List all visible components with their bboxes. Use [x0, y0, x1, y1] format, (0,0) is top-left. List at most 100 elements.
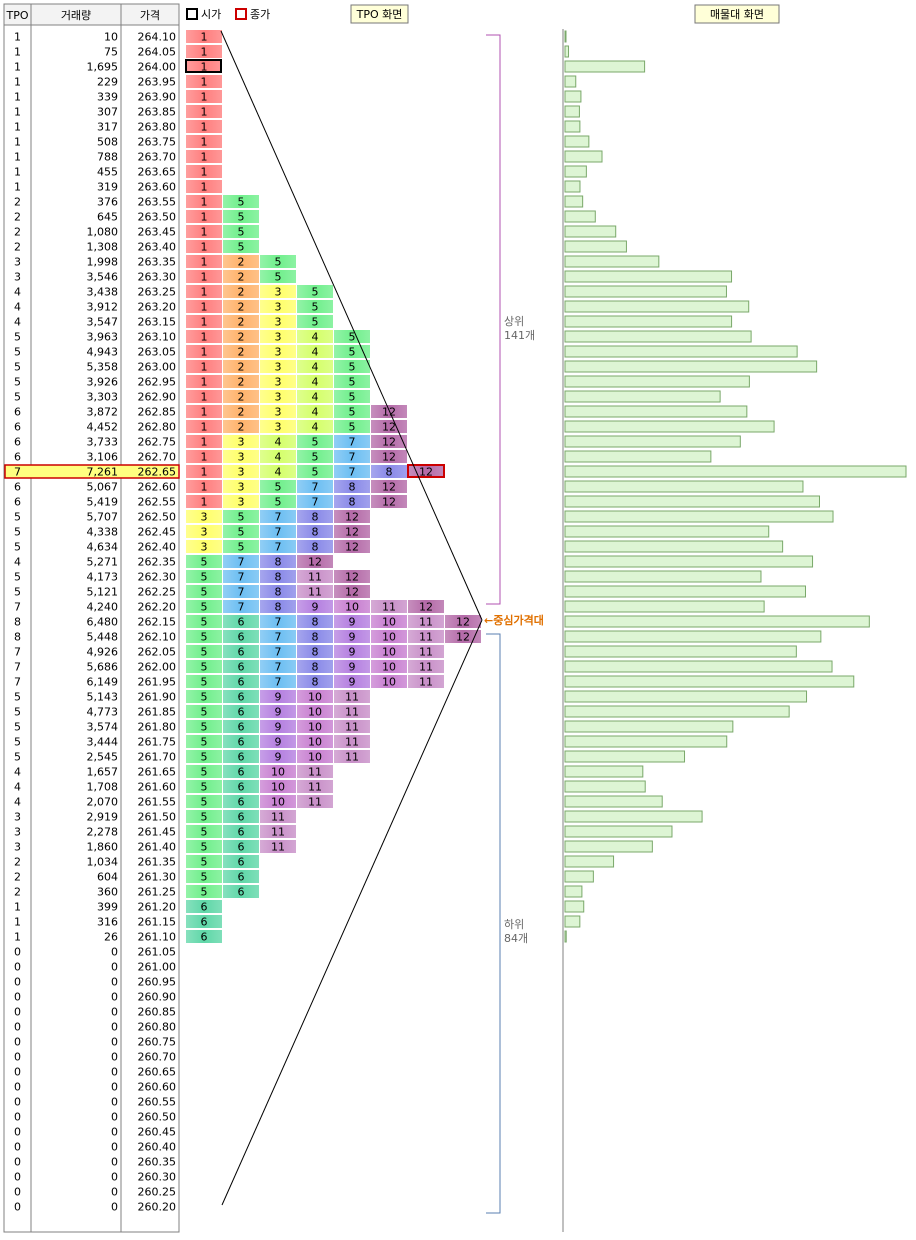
- tpo-cell: [186, 30, 222, 43]
- tpo-cell-label: 1: [201, 421, 208, 434]
- lower-range-count: 84개: [504, 932, 528, 945]
- tpo-cell: [297, 795, 333, 808]
- tpo-cell-label: 8: [312, 631, 319, 644]
- volume-cell: 399: [97, 901, 118, 914]
- price-cell: 261.60: [138, 781, 177, 794]
- tpo-cell-label: 4: [312, 331, 319, 344]
- tpo-cell: [223, 240, 259, 253]
- price-cell: 264.10: [138, 31, 177, 44]
- tpo-cell-label: 5: [201, 781, 208, 794]
- price-cell: 260.55: [138, 1096, 177, 1109]
- volume-cell: 0: [111, 1006, 118, 1019]
- tpo-cell-label: 12: [345, 571, 359, 584]
- tpo-cell: [334, 540, 370, 553]
- tpo-count-cell: 6: [14, 436, 21, 449]
- tpo-cell: [334, 705, 370, 718]
- tpo-cell: [334, 720, 370, 733]
- tpo-cell: [186, 420, 222, 433]
- tpo-cell: [186, 480, 222, 493]
- tpo-cell: [260, 600, 296, 613]
- tpo-cell-label: 4: [275, 436, 282, 449]
- volume-bar: [564, 225, 617, 238]
- volume-cell: 1,080: [87, 226, 119, 239]
- price-cell: 262.05: [138, 646, 177, 659]
- tpo-cell: [334, 615, 370, 628]
- tpo-cell-label: 6: [238, 856, 245, 869]
- price-cell: 263.65: [138, 166, 177, 179]
- tpo-count-cell: 7: [14, 661, 21, 674]
- tpo-cell-label: 3: [275, 316, 282, 329]
- tpo-cell: [297, 690, 333, 703]
- tpo-count-cell: 5: [14, 706, 21, 719]
- tpo-count-cell: 5: [14, 586, 21, 599]
- tpo-count-cell: 2: [14, 871, 21, 884]
- tpo-screen-button[interactable]: TPO 화면: [350, 4, 409, 24]
- tpo-count-cell: 0: [14, 1066, 21, 1079]
- tpo-cell: [297, 510, 333, 523]
- tpo-cell: [260, 450, 296, 463]
- tpo-cell-label: 5: [275, 481, 282, 494]
- tpo-cell-label: 2: [238, 376, 245, 389]
- tpo-cell: [297, 675, 333, 688]
- volume-cell: 0: [111, 1066, 118, 1079]
- volume-profile-screen-button-label: 매물대 화면: [710, 8, 764, 21]
- tpo-count-cell: 0: [14, 1126, 21, 1139]
- tpo-cell: [260, 555, 296, 568]
- tpo-cell: [260, 270, 296, 283]
- volume-profile-screen-button[interactable]: 매물대 화면: [694, 4, 780, 24]
- tpo-cell: [223, 345, 259, 358]
- tpo-cell: [408, 615, 444, 628]
- tpo-cell-label: 3: [238, 496, 245, 509]
- tpo-cell-label: 3: [275, 301, 282, 314]
- volume-cell: 0: [111, 976, 118, 989]
- tpo-cell: [186, 600, 222, 613]
- tpo-cell-label: 1: [201, 466, 208, 479]
- tpo-cell: [260, 570, 296, 583]
- tpo-count-cell: 5: [14, 541, 21, 554]
- tpo-count-cell: 5: [14, 391, 21, 404]
- tpo-cell: [186, 360, 222, 373]
- tpo-cell: [223, 510, 259, 523]
- tpo-cell-label: 1: [201, 31, 208, 44]
- tpo-cell-label: 6: [238, 766, 245, 779]
- volume-cell: 1,308: [87, 241, 119, 254]
- tpo-cell: [334, 630, 370, 643]
- open-marker-icon: [186, 8, 198, 20]
- volume-bar: [564, 90, 582, 103]
- volume-bar: [564, 750, 686, 763]
- tpo-cell: [408, 645, 444, 658]
- tpo-cell: [260, 690, 296, 703]
- tpo-count-cell: 1: [14, 166, 21, 179]
- tpo-cell: [371, 615, 407, 628]
- open-price-marker: [185, 59, 222, 73]
- tpo-cell-label: 6: [238, 661, 245, 674]
- tpo-cell-label: 11: [419, 631, 433, 644]
- price-cell: 261.65: [138, 766, 177, 779]
- tpo-cell: [186, 690, 222, 703]
- tpo-cell: [334, 330, 370, 343]
- tpo-cell: [223, 810, 259, 823]
- tpo-cell-label: 11: [419, 646, 433, 659]
- price-cell: 262.55: [138, 496, 177, 509]
- tpo-cell: [408, 675, 444, 688]
- volume-cell: 1,998: [87, 256, 119, 269]
- volume-cell: 0: [111, 1201, 118, 1214]
- volume-cell: 5,271: [87, 556, 119, 569]
- header-volume: 거래량: [61, 9, 91, 22]
- tpo-cell: [186, 60, 222, 73]
- tpo-cell: [223, 570, 259, 583]
- tpo-cell: [334, 570, 370, 583]
- tpo-cell-label: 10: [308, 691, 322, 704]
- price-cell: 261.50: [138, 811, 177, 824]
- tpo-cell: [334, 360, 370, 373]
- tpo-cell-label: 6: [238, 616, 245, 629]
- volume-cell: 26: [104, 931, 118, 944]
- tpo-cell-label: 11: [419, 676, 433, 689]
- tpo-count-cell: 0: [14, 1006, 21, 1019]
- tpo-cell-label: 5: [201, 811, 208, 824]
- volume-cell: 10: [104, 31, 118, 44]
- tpo-count-cell: 6: [14, 421, 21, 434]
- tpo-cell-label: 5: [275, 256, 282, 269]
- volume-cell: 5,067: [87, 481, 119, 494]
- tpo-cell-label: 9: [275, 691, 282, 704]
